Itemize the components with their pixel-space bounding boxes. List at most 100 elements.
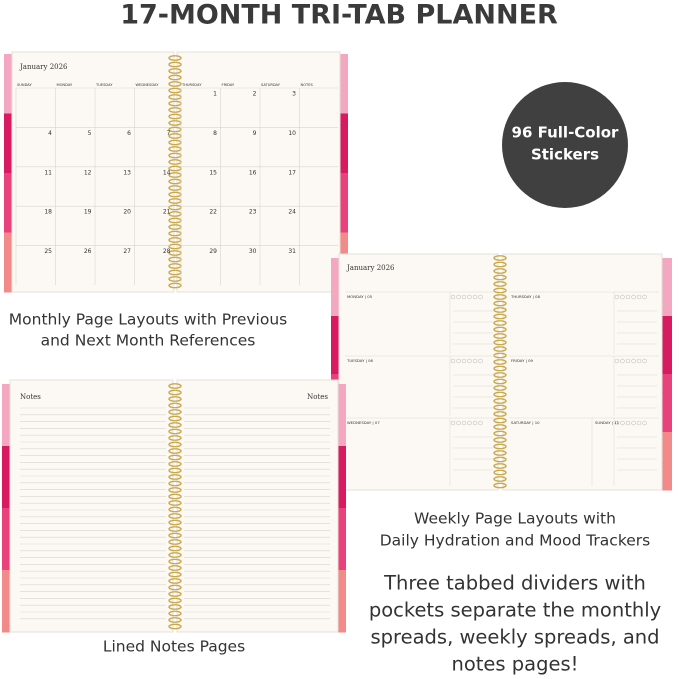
tab <box>338 173 348 233</box>
tracker <box>614 358 620 364</box>
spiral-ring <box>493 404 507 411</box>
spiral-ring <box>168 454 182 461</box>
spiral-ring <box>493 476 507 482</box>
spiral-ring <box>493 268 507 274</box>
weekday: SATURDAY <box>261 83 281 87</box>
page <box>11 51 175 293</box>
date: 7 <box>167 130 171 137</box>
weekday: MONDAY | 05 <box>347 294 373 299</box>
spiral-ring <box>168 55 182 61</box>
date: 31 <box>288 248 296 255</box>
spiral-ring <box>168 552 182 558</box>
tab <box>2 570 12 633</box>
description: notes pages! <box>452 653 579 676</box>
notes-planner: Notes Notes <box>2 379 346 633</box>
weekday: FRIDAY <box>222 83 236 87</box>
title: 17-MONTH TRI-TAB PLANNER <box>120 0 558 31</box>
spiral-ring <box>168 467 182 474</box>
tab <box>660 258 672 317</box>
spiral-ring <box>168 500 182 506</box>
tab <box>4 232 14 293</box>
date: 25 <box>44 248 52 255</box>
tracker <box>450 420 456 426</box>
spiral-ring <box>168 68 182 74</box>
spiral-ring <box>168 539 182 545</box>
tracker <box>478 358 483 364</box>
date: 18 <box>44 209 52 216</box>
tracker <box>631 294 636 300</box>
tracker <box>631 358 636 364</box>
spiral-ring <box>493 294 507 300</box>
weekday: FRIDAY | 09 <box>511 358 534 363</box>
date: 12 <box>84 169 92 176</box>
date: 11 <box>44 169 52 176</box>
spiral-ring <box>168 604 182 610</box>
weekday: WEDNESDAY | 07 <box>347 420 380 425</box>
month-label: January 2026 <box>19 63 68 71</box>
spiral-ring <box>493 463 507 469</box>
spiral-ring <box>168 480 182 487</box>
date: 24 <box>288 209 296 216</box>
tab <box>660 432 672 491</box>
weekday: THURSDAY | 08 <box>510 294 541 299</box>
tracker <box>636 294 642 300</box>
spiral-ring <box>168 402 182 409</box>
spiral-ring <box>493 450 507 456</box>
tab <box>331 258 341 317</box>
date: 28 <box>163 248 171 255</box>
spiral-ring <box>168 558 182 565</box>
weekday: WEDNESDAY <box>136 83 160 87</box>
description: Three tabbed dividers with <box>383 572 646 595</box>
spiral-ring <box>493 261 507 268</box>
date: 26 <box>84 248 92 255</box>
spiral-ring <box>168 532 182 539</box>
spiral-ring <box>493 320 507 326</box>
spiral-ring <box>168 415 182 422</box>
spiral-ring <box>493 326 507 333</box>
spiral-ring <box>168 571 182 578</box>
spiral-ring <box>168 74 182 81</box>
tracker <box>461 294 467 300</box>
page <box>502 253 663 491</box>
spiral-ring <box>493 372 507 378</box>
spiral-ring <box>493 281 507 287</box>
tracker <box>450 358 456 364</box>
description: spreads, weekly spreads, and <box>370 626 659 649</box>
tracker <box>467 294 472 300</box>
page <box>176 51 341 293</box>
date: 6 <box>127 130 131 137</box>
tracker <box>642 420 647 426</box>
spiral-ring <box>493 352 507 359</box>
notes-label: Notes <box>20 393 41 401</box>
spiral-ring <box>493 365 507 372</box>
date: 16 <box>249 169 257 176</box>
spiral-ring <box>168 282 182 289</box>
tracker <box>642 294 647 300</box>
spiral-ring <box>168 474 182 480</box>
page <box>338 253 499 491</box>
weekday: SUNDAY | 11 <box>595 420 620 425</box>
spiral-ring <box>493 346 507 352</box>
date: 15 <box>209 169 217 176</box>
tracker <box>478 294 483 300</box>
spiral-ring <box>493 307 507 313</box>
tracker <box>467 358 472 364</box>
date: 23 <box>249 209 257 216</box>
spiral-ring <box>168 545 182 552</box>
spiral-ring <box>168 519 182 526</box>
caption: Lined Notes Pages <box>103 638 245 656</box>
spiral-ring <box>168 441 182 448</box>
spiral-ring <box>168 383 182 389</box>
tracker <box>614 294 620 300</box>
spiral-ring <box>493 385 507 391</box>
spiral-ring <box>493 378 507 385</box>
tracker <box>472 358 478 364</box>
tab <box>2 446 12 509</box>
spiral-ring <box>493 300 507 307</box>
date: 27 <box>123 248 131 255</box>
spiral-ring <box>493 274 507 281</box>
tracker <box>472 420 478 426</box>
badge <box>502 82 628 208</box>
date: 9 <box>253 130 257 137</box>
weekday: SATURDAY | 10 <box>511 420 540 425</box>
